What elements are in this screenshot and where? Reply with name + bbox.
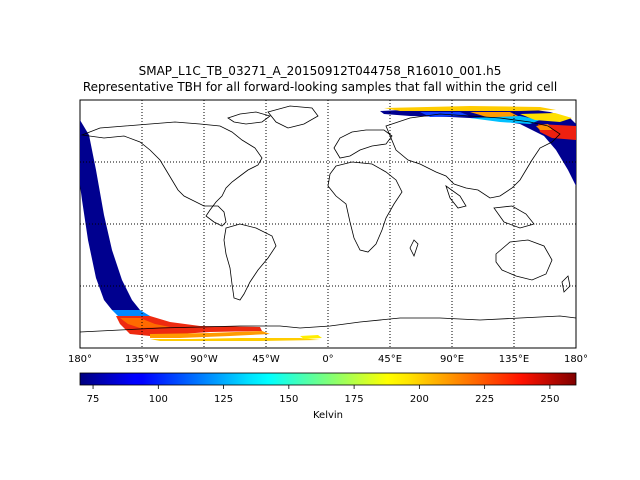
colorbar-tick-label: 100 xyxy=(149,394,168,405)
colorbar-ticks: 75 100 125 150 175 200 225 250 xyxy=(87,385,559,405)
figure-subtitle: Representative TBH for all forward-looki… xyxy=(82,80,558,94)
colorbar xyxy=(79,372,577,386)
longitude-tick-label: 0° xyxy=(322,354,333,365)
longitude-tick-label: 180° xyxy=(68,354,92,365)
data-swath-pacific xyxy=(80,120,322,341)
colorbar-tick-label: 75 xyxy=(87,394,100,405)
colorbar-label: Kelvin xyxy=(313,410,343,421)
colorbar-tick-label: 175 xyxy=(345,394,364,405)
longitude-tick-labels: 180° 135°W 90°W 45°W 0° 45°E 90°E 135°E 180° xyxy=(68,354,588,365)
colorbar-tick-label: 250 xyxy=(540,394,559,405)
colorbar-tick-label: 225 xyxy=(475,394,494,405)
colorbar-tick-label: 125 xyxy=(214,394,233,405)
longitude-tick-label: 90°E xyxy=(440,354,464,365)
colorbar-tick-label: 200 xyxy=(410,394,429,405)
longitude-tick-label: 135°W xyxy=(125,354,159,365)
longitude-tick-label: 45°E xyxy=(378,354,402,365)
figure-title: SMAP_L1C_TB_03271_A_20150912T044758_R160… xyxy=(138,64,502,78)
colorbar-tick-label: 150 xyxy=(279,394,298,405)
longitude-tick-label: 45°W xyxy=(252,354,280,365)
longitude-tick-label: 90°W xyxy=(190,354,218,365)
longitude-tick-label: 135°E xyxy=(499,354,529,365)
longitude-tick-label: 180° xyxy=(564,354,588,365)
gridlines xyxy=(80,100,576,348)
